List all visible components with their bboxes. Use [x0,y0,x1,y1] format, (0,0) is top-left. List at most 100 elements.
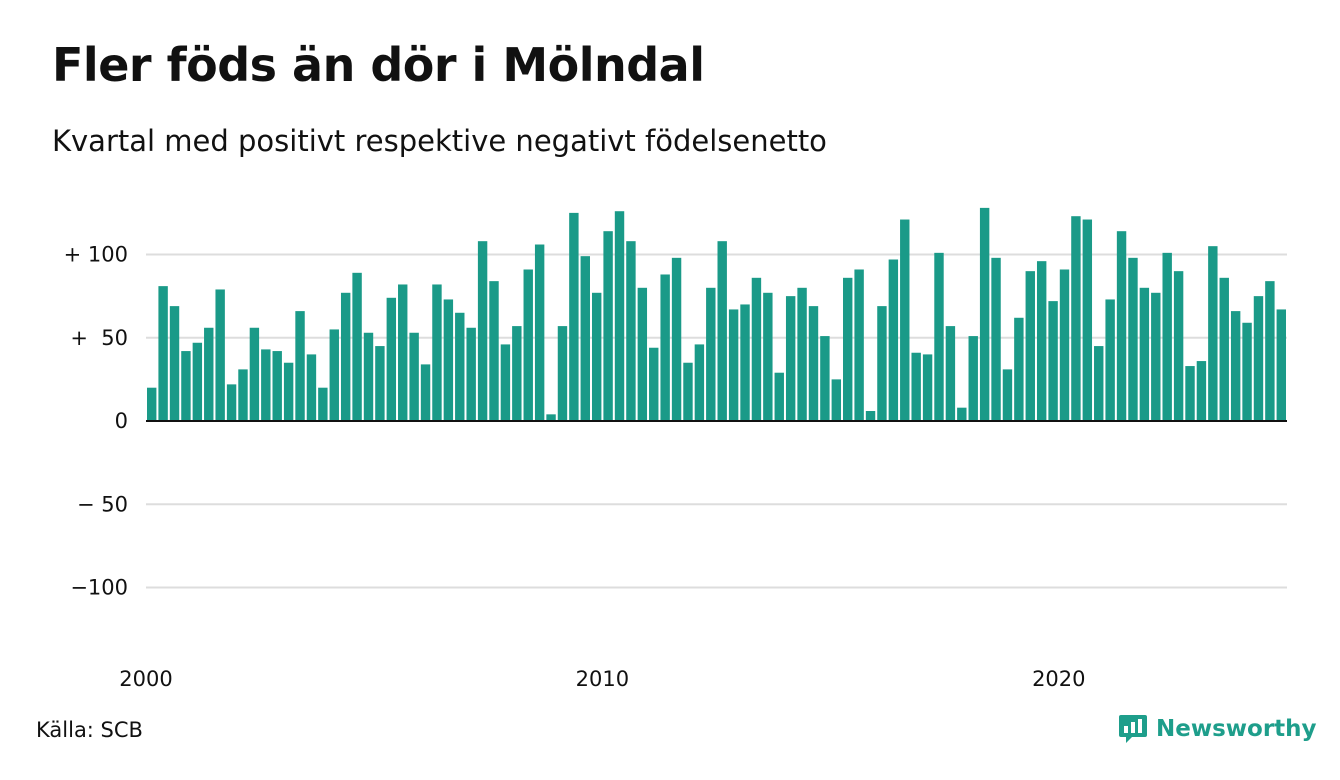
bar [329,329,339,422]
bar [626,241,636,421]
bar [979,207,990,421]
y-tick-label: + 50 [70,326,128,350]
bar [1139,287,1150,421]
bar [1082,219,1093,421]
bar [386,297,397,421]
bar [420,364,431,421]
bar [1151,292,1161,421]
bar [249,327,260,421]
bar [546,414,556,421]
bar [557,326,568,422]
bar [774,372,784,421]
bar [694,344,705,421]
bar [363,332,374,421]
x-tick-label: 2000 [119,667,172,691]
gridlines [146,253,1287,589]
y-tick-label: 0 [115,409,128,433]
bar [398,284,408,421]
bar [1128,257,1138,421]
bar [603,231,613,421]
bar [900,219,910,421]
bar [489,281,499,421]
bar [614,211,625,421]
bar-chart: + 100 + 50 0 − 50 −100 2000 2010 2020 [64,207,1287,691]
bar [534,244,545,421]
bar [1242,322,1252,421]
bar [1196,361,1207,421]
bar [1036,261,1047,421]
bar [147,387,157,421]
x-tick-label: 2020 [1032,667,1085,691]
bar [512,326,522,422]
bar [797,287,807,421]
bar [1230,311,1241,421]
newsworthy-logo-icon [1119,715,1147,743]
bar [1253,296,1264,422]
bar [580,256,590,421]
bar [352,272,362,421]
bar [409,332,419,421]
bars [146,207,1287,422]
bar [945,326,956,422]
bar [340,292,351,421]
bar [1173,271,1184,421]
bar [717,241,727,421]
bar [683,362,693,421]
bar [477,241,488,421]
chart-title: Fler föds än dör i Mölndal [52,38,705,92]
chart-subtitle: Kvartal med positivt respektive negativt… [52,124,827,158]
bar [660,274,670,421]
bar [728,309,739,421]
bar [831,379,842,422]
bar [808,306,819,422]
bar [1025,271,1035,421]
x-axis-labels: 2000 2010 2020 [119,667,1085,691]
bar [649,347,659,421]
bar [375,346,385,421]
bar [740,304,750,421]
bar [261,349,271,421]
bar [169,306,180,422]
bar [192,342,203,421]
y-tick-label: + 100 [64,243,128,267]
bar [466,327,476,421]
bar [934,252,944,421]
source-note: Källa: SCB [36,718,143,742]
bar [1265,281,1275,421]
bar [318,387,328,421]
brand-name: Newsworthy [1156,716,1317,742]
bar [1094,346,1104,421]
bar [432,284,442,421]
bar [443,299,454,421]
bar [706,287,716,421]
bar [671,257,682,421]
bar [1002,369,1013,421]
bar [158,286,168,421]
y-tick-label: − 50 [77,492,128,516]
bar [922,354,933,421]
bar [1105,299,1115,421]
bar [283,362,294,421]
bar [1116,231,1127,421]
bar [523,269,533,422]
bar [455,312,465,421]
bar [306,354,317,421]
bar [865,411,876,421]
bar [1208,246,1218,421]
bar [1162,252,1172,421]
bar [569,212,579,422]
bar [1219,277,1229,421]
bar [1059,269,1070,422]
bar [238,369,248,421]
bar [226,384,237,421]
bar [877,306,887,422]
bar [911,352,921,422]
bar [215,289,225,421]
bar [888,259,899,421]
bar [1048,301,1058,421]
bar [820,336,830,421]
bar [751,277,762,421]
brand-logo[interactable]: Newsworthy [1118,713,1317,745]
bar [591,292,602,421]
bar [785,296,796,422]
